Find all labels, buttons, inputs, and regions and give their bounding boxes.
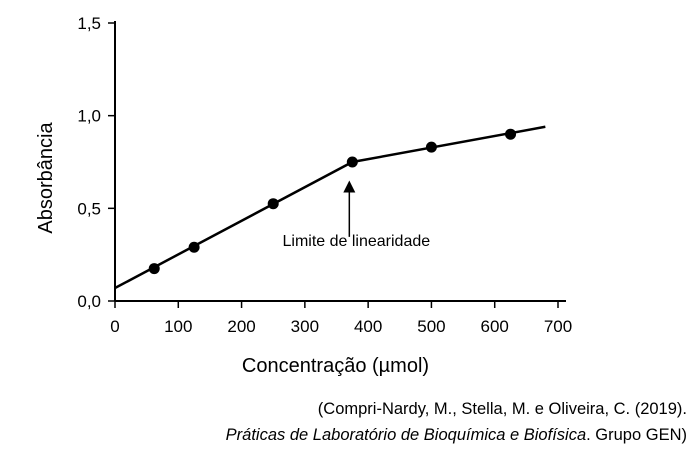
x-tick-label: 700 (544, 317, 572, 336)
data-point (425, 141, 437, 153)
citation-book-title: Práticas de Laboratório de Bioquímica e … (225, 426, 587, 444)
y-axis-label: Absorbância (35, 122, 57, 234)
x-tick-label: 400 (354, 317, 382, 336)
data-point (346, 156, 358, 168)
annotation-label: Limite de linearidade (282, 233, 430, 250)
x-tick-label: 0 (110, 317, 119, 336)
series-line (114, 125, 546, 290)
y-tick-label: 1,0 (77, 107, 101, 126)
chart: 0 100 200 300 400 500 600 700 0,0 0,5 1,0 1,5 Concen… (35, 14, 572, 377)
arrow-head-icon (343, 180, 356, 193)
data-point (505, 128, 517, 140)
x-tick-label: 300 (291, 317, 319, 336)
x-tick-label: 600 (481, 317, 509, 336)
citation-line-1: (Compri-Nardy, M., Stella, M. e Oliveira… (317, 400, 687, 418)
data-point (188, 241, 200, 253)
x-tick-label: 100 (164, 317, 192, 336)
data-point (267, 198, 279, 210)
x-tick-label: 500 (417, 317, 445, 336)
y-tick-label: 0,5 (77, 199, 101, 218)
x-axis-label: Concentração (µmol) (242, 355, 429, 377)
data-point (148, 263, 160, 275)
y-tick-label: 1,5 (77, 14, 101, 33)
citation-publisher: . Grupo GEN) (586, 426, 687, 444)
x-tick-label: 200 (227, 317, 255, 336)
y-tick-label: 0,0 (77, 292, 101, 311)
citation-line-2: Práticas de Laboratório de Bioquímica e … (226, 426, 687, 445)
